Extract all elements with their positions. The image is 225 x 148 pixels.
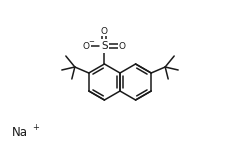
Text: O: O: [83, 41, 90, 50]
Text: S: S: [101, 41, 108, 51]
Text: Na: Na: [12, 127, 28, 140]
Text: −: −: [88, 39, 94, 45]
Text: O: O: [119, 41, 126, 50]
Text: +: +: [32, 123, 39, 132]
Text: O: O: [101, 26, 108, 36]
